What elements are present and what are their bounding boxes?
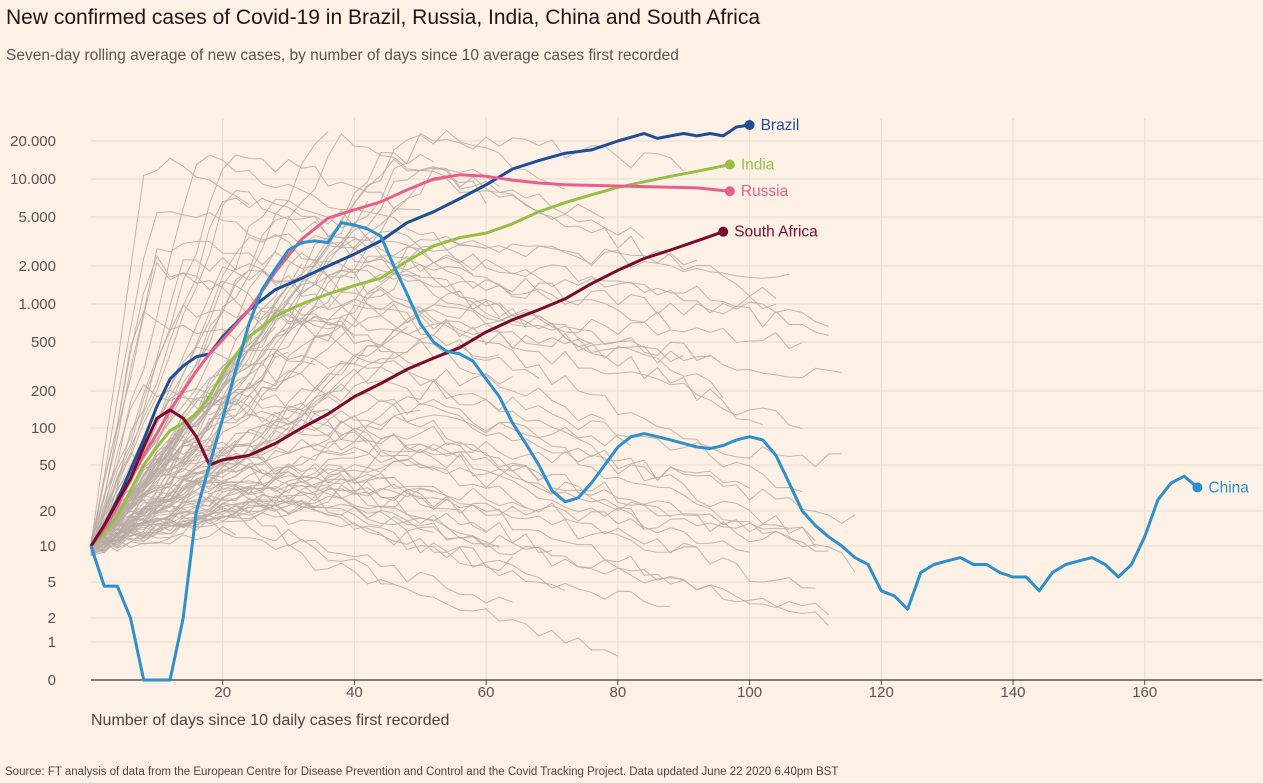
x-axis-label: Number of days since 10 daily cases firs…: [91, 712, 449, 729]
y-tick-label: 10.000: [10, 171, 56, 188]
background-country-line: [90, 488, 500, 552]
series-end-marker-china: [1192, 482, 1203, 493]
background-country-line: [90, 381, 461, 544]
background-country-line: [90, 506, 315, 554]
background-country-line: [90, 261, 816, 548]
chart-subtitle: Seven-day rolling average of new cases, …: [6, 47, 679, 64]
background-country-line: [90, 157, 250, 545]
grid: [91, 118, 1262, 681]
y-tick-label: 5: [48, 574, 56, 591]
background-country-line: [90, 241, 592, 553]
series-line-india: [89, 163, 731, 548]
y-tick-label: 0: [48, 672, 56, 689]
x-tick-label: 80: [610, 684, 627, 701]
background-country-line: [90, 351, 289, 552]
x-tick-label: 160: [1132, 684, 1157, 701]
series-end-marker-russia: [724, 186, 735, 197]
x-tick-label: 20: [214, 684, 231, 701]
background-country-line: [90, 257, 842, 554]
background-country-line: [90, 440, 237, 547]
series-line-russia: [89, 173, 730, 547]
source-note: Source: FT analysis of data from the Eur…: [5, 766, 839, 778]
axes: 0 1 2 5 10 20 50 100 200 500 1.000 2.000 5.000 10.000…: [10, 133, 1262, 701]
background-country-line: [90, 446, 434, 548]
background-country-line: [90, 475, 263, 545]
background-country-line: [90, 215, 553, 545]
x-tick-label: 140: [1000, 684, 1025, 701]
series-label-india: India: [741, 157, 775, 174]
y-tick-label: 1.000: [18, 296, 56, 313]
y-tick-label: 500: [31, 334, 56, 351]
background-country-line: [90, 379, 632, 547]
chart-title: New confirmed cases of Covid-19 in Brazi…: [6, 6, 761, 29]
y-tick-label: 5.000: [18, 209, 56, 226]
x-tick-label: 60: [478, 684, 495, 701]
background-country-line: [90, 210, 671, 546]
background-country-line: [90, 497, 513, 572]
series-label-brazil: Brazil: [761, 117, 800, 134]
y-tick-label: 20: [39, 503, 56, 520]
background-country-line: [90, 486, 619, 657]
series-label-russia: Russia: [741, 183, 789, 200]
y-tick-label: 100: [31, 420, 56, 437]
background-country-line: [90, 273, 829, 548]
y-tick-label: 20.000: [10, 133, 56, 150]
background-country-line: [90, 129, 566, 553]
x-tick-label: 120: [869, 684, 894, 701]
background-country-line: [90, 465, 671, 608]
background-country-line: [90, 233, 803, 553]
background-country-line: [90, 408, 329, 556]
y-tick-label: 50: [39, 457, 56, 474]
background-country-line: [90, 346, 856, 540]
highlighted-series: [89, 123, 1199, 682]
series-labels: Brazil India Russia South Africa China: [718, 117, 1249, 496]
y-tick-label: 2: [48, 610, 56, 627]
series-end-marker-india: [724, 159, 735, 170]
background-country-line: [90, 507, 223, 557]
background-country-line: [90, 351, 316, 554]
x-tick-label: 40: [346, 684, 363, 701]
series-end-marker-south-africa: [718, 226, 729, 237]
background-country-line: [90, 425, 671, 549]
background-country-line: [90, 398, 829, 557]
background-country-line: [90, 197, 355, 553]
series-end-marker-brazil: [744, 119, 755, 130]
background-country-line: [90, 497, 276, 548]
y-tick-label: 1: [48, 634, 56, 651]
background-country-line: [90, 368, 856, 573]
series-label-china: China: [1208, 479, 1249, 496]
background-country-line: [90, 178, 645, 540]
series-line-south-africa: [89, 230, 724, 547]
series-line-brazil: [89, 123, 750, 547]
series-label-south-africa: South Africa: [734, 224, 818, 241]
background-country-line: [90, 444, 697, 553]
y-tick-label: 2.000: [18, 258, 56, 275]
y-tick-label: 10: [39, 538, 56, 555]
background-country-line: [90, 154, 487, 541]
background-country-lines: [90, 129, 856, 657]
background-country-line: [90, 389, 842, 554]
background-country-line: [90, 154, 421, 539]
background-country-line: [90, 266, 803, 555]
background-country-line: [90, 290, 724, 543]
background-country-line: [90, 399, 540, 547]
background-country-line: [90, 246, 777, 548]
series-line-china: [89, 221, 1199, 682]
background-country-line: [90, 525, 237, 552]
y-tick-label: 200: [31, 383, 56, 400]
background-country-line: [90, 326, 408, 540]
x-tick-label: 100: [737, 684, 762, 701]
background-country-line: [90, 240, 421, 555]
background-country-line: [90, 190, 763, 542]
background-country-line: [90, 252, 527, 550]
